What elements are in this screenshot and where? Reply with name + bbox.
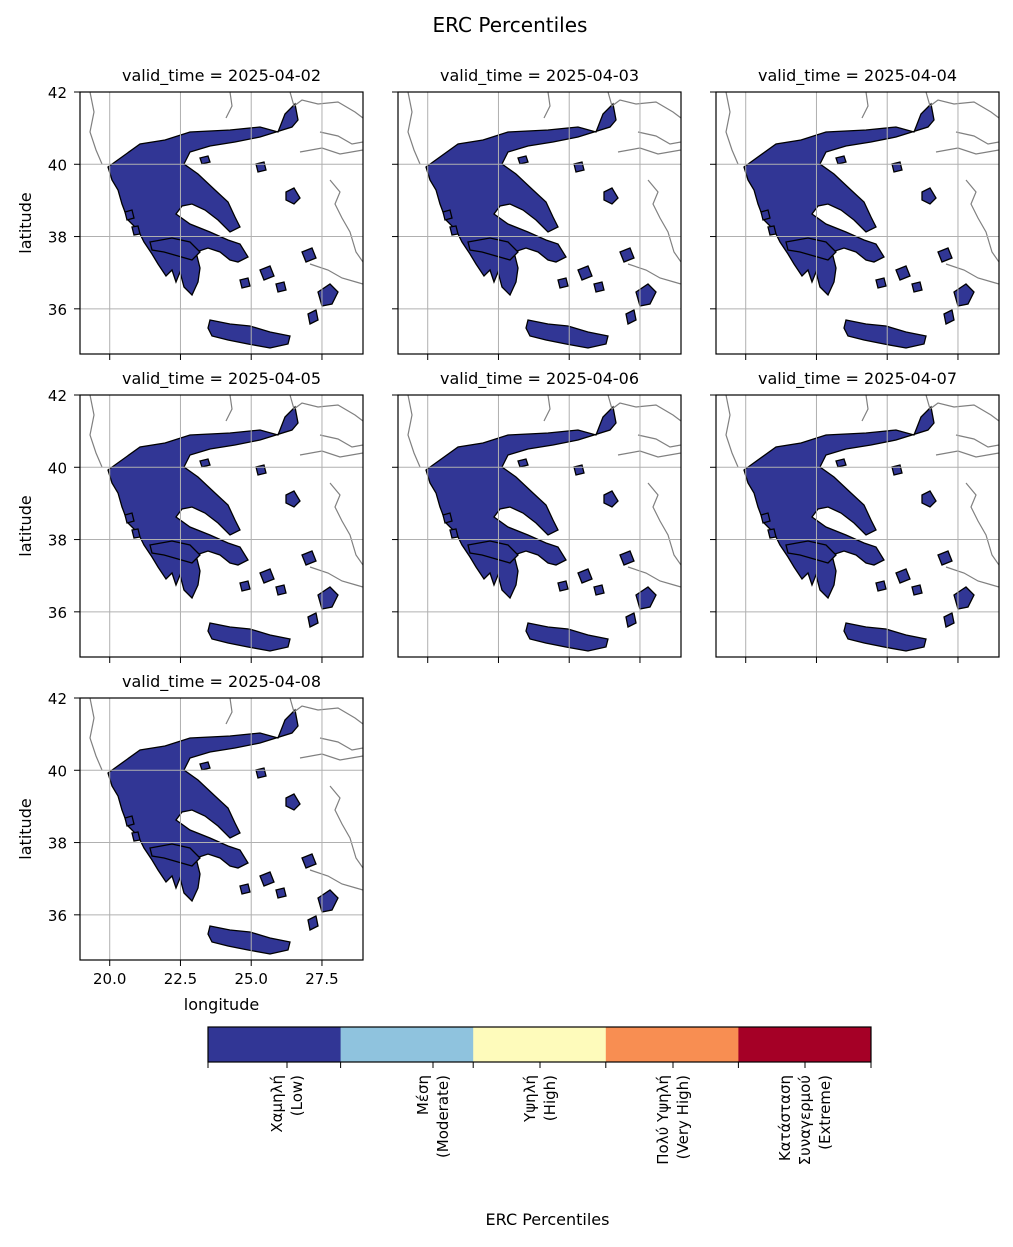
panel-title: valid_time = 2025-04-03 — [440, 66, 639, 86]
figure-title: ERC Percentiles — [433, 13, 588, 37]
map-panel: valid_time = 2025-04-02 36 38 40 42 latitude — [16, 66, 364, 360]
colorbar-tick-label: Υψηλή (High) — [521, 1075, 559, 1123]
map-panel: valid_time = 2025-04-03 — [392, 66, 682, 360]
panel-frame — [79, 91, 364, 355]
y-tick-label: 42 — [48, 387, 67, 405]
map-panel: valid_time = 2025-04-05 36 38 40 42 latitude — [16, 369, 364, 663]
colorbar-segment — [208, 1027, 342, 1062]
panel-frame — [397, 394, 682, 658]
colorbar-tick-label: Μέση (Moderate) — [414, 1075, 452, 1158]
y-axis-label: latitude — [16, 192, 35, 253]
y-tick-label: 40 — [48, 459, 67, 477]
panel-title: valid_time = 2025-04-02 — [122, 66, 321, 86]
y-tick-label: 42 — [48, 84, 67, 102]
x-axis-label: longitude — [184, 995, 259, 1014]
colorbar-label: ERC Percentiles — [486, 1210, 610, 1229]
x-tick-label: 27.5 — [305, 970, 338, 988]
colorbar-segment — [340, 1027, 474, 1062]
colorbar-segment — [605, 1027, 739, 1062]
y-tick-label: 40 — [48, 156, 67, 174]
colorbar-tick-label: Χαμηλή (Low) — [268, 1075, 306, 1133]
y-tick-label: 36 — [48, 604, 67, 622]
panels: valid_time = 2025-04-0236384042latitudev… — [16, 66, 1000, 1014]
panel-title: valid_time = 2025-04-07 — [758, 369, 957, 389]
x-tick-label: 20.0 — [93, 970, 126, 988]
map-panel: valid_time = 2025-04-04 — [710, 66, 1000, 360]
y-tick-label: 38 — [48, 532, 67, 550]
colorbar-tick-label-text: Υψηλή (High) — [521, 1075, 559, 1123]
colorbar-segment — [738, 1027, 872, 1062]
panel-frame — [715, 91, 1000, 355]
colorbar-tick-label: Πολύ Υψηλή (Very High) — [654, 1075, 692, 1165]
panel-frame — [79, 394, 364, 658]
panel-frame — [397, 91, 682, 355]
y-axis-label: latitude — [16, 495, 35, 556]
colorbar-segment — [473, 1027, 607, 1062]
panel-title: valid_time = 2025-04-06 — [440, 369, 639, 389]
colorbar-tick-label-text: Πολύ Υψηλή (Very High) — [654, 1075, 692, 1165]
map-panel: valid_time = 2025-04-06 — [392, 369, 682, 663]
y-tick-label: 42 — [48, 690, 67, 708]
y-tick-label: 36 — [48, 907, 67, 925]
x-tick-label: 22.5 — [164, 970, 197, 988]
y-tick-label: 38 — [48, 229, 67, 247]
map-panel: valid_time = 2025-04-07 — [710, 369, 1000, 663]
y-tick-label: 36 — [48, 301, 67, 319]
y-tick-label: 38 — [48, 835, 67, 853]
panel-title: valid_time = 2025-04-08 — [122, 672, 321, 692]
map-panel: valid_time = 2025-04-08 20.0 22.5 25.0 27.5 l… — [16, 672, 364, 1014]
y-tick-label: 40 — [48, 762, 67, 780]
colorbar-tick-label: Κατάσταση Συναγερμού (Extreme) — [776, 1075, 834, 1165]
colorbar-tick-label-text: Χαμηλή (Low) — [268, 1075, 306, 1133]
panel-frame — [715, 394, 1000, 658]
colorbar-tick-label-text: Μέση (Moderate) — [414, 1075, 452, 1158]
panel-title: valid_time = 2025-04-04 — [758, 66, 957, 86]
colorbar: Χαμηλή (Low) Μέση (Moderate) Υψηλή (High) Πολύ… — [207, 1026, 872, 1229]
panel-title: valid_time = 2025-04-05 — [122, 369, 321, 389]
panel-frame — [79, 697, 364, 961]
x-tick-label: 25.0 — [235, 970, 268, 988]
colorbar-tick-label-text: Κατάσταση Συναγερμού (Extreme) — [776, 1075, 834, 1165]
y-axis-label: latitude — [16, 798, 35, 859]
